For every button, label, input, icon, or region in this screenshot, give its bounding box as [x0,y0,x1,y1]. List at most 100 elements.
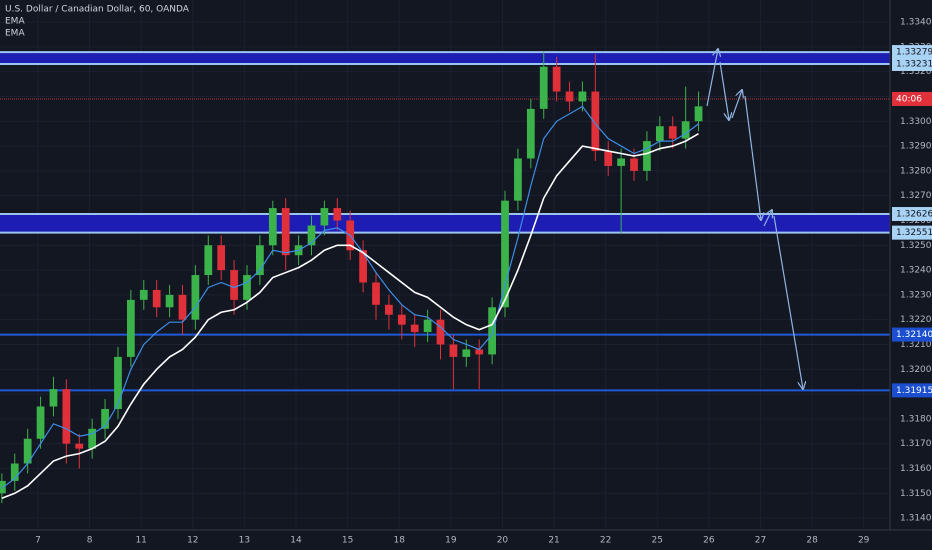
candle-body [23,438,32,464]
candle-body [281,208,290,256]
time-axis [0,530,932,550]
candle-body [139,289,148,300]
zone [0,52,890,64]
x-tick-label: 12 [187,536,198,546]
y-tick-label: 1.32800 [900,166,932,176]
x-tick-label: 11 [135,536,146,546]
chart-title: U.S. Dollar / Canadian Dollar, 60, OANDA [5,5,190,15]
indicator-label: EMA [5,29,25,39]
candle-body [165,294,174,308]
candle-body [10,463,19,481]
candle-body [475,349,484,355]
level-label-bg [892,327,932,342]
y-tick-label: 1.31400 [900,514,932,524]
y-tick-label: 1.32700 [900,191,932,201]
level-label: 1.32626 [896,210,932,220]
candle-body [75,443,84,449]
level-label-bg [892,383,932,398]
candle-body [668,126,677,139]
x-tick-label: 8 [87,536,93,546]
x-tick-label: 13 [239,536,250,546]
candle-body [655,126,664,142]
level-label: 1.33231 [896,59,932,69]
candle-body [320,208,329,226]
candle-body [307,225,316,246]
candle-body [694,106,703,122]
candle-body [359,250,367,283]
candle-body [268,208,277,246]
candle-body [243,275,251,300]
candle-body [397,314,406,325]
x-tick-label: 21 [548,536,559,546]
candle-body [127,299,135,357]
y-tick-label: 1.33200 [900,67,932,77]
candle-body [101,408,109,429]
x-tick-label: 26 [703,536,715,546]
candle-body [372,282,380,305]
candle-body [114,356,122,409]
candle-body [591,91,600,152]
x-tick-label: 22 [600,536,611,546]
candle-body [617,158,626,166]
candle-body [604,151,613,166]
level-label: 1.31915 [896,386,932,396]
candle-body [152,289,161,308]
price-label-bg [892,91,932,106]
level-label-bg [892,45,932,60]
y-tick-label: 1.32500 [900,241,932,251]
level-label: 1.32551 [896,228,932,238]
candle-body [565,91,574,102]
candle-body [578,91,587,102]
candle-body [230,270,238,300]
price-label: 40:06 [896,94,922,104]
candle-body [49,389,58,407]
y-tick-label: 1.31700 [900,439,932,449]
candle-body [88,428,97,449]
y-tick-label: 1.32200 [900,315,932,325]
zone [0,214,890,233]
candle-body [423,319,432,333]
x-tick-label: 29 [858,536,870,546]
price-axis [890,0,932,550]
x-tick-label: 15 [342,536,353,546]
candle-body [62,389,71,444]
y-tick-label: 1.32000 [900,365,932,375]
candle-body [178,294,187,320]
candle-body [526,108,535,159]
candle-body [191,275,200,320]
candle-body [552,66,561,92]
candle-body [462,349,471,357]
x-tick-label: 20 [497,536,509,546]
level-label: 1.32140 [896,330,932,340]
candle-body [385,304,393,315]
y-tick-label: 1.32400 [900,266,932,276]
level-label-bg [892,56,932,71]
y-tick-label: 1.32900 [900,142,932,152]
x-tick-label: 7 [35,536,41,546]
ema-line [1,105,699,489]
projection-arrows [706,49,803,389]
candle-body [436,319,445,345]
x-tick-label: 28 [806,536,818,546]
y-tick-label: 1.33000 [900,117,932,127]
candle-body [488,307,496,355]
candle-body [410,324,419,333]
ema-line [1,132,699,500]
candle-body [501,200,509,308]
y-tick-label: 1.31500 [900,489,932,499]
candle-body [217,245,226,271]
y-tick-label: 1.33400 [900,18,932,28]
indicator-label: EMA [5,17,25,27]
x-tick-label: 27 [755,536,766,546]
candle-body [539,66,548,109]
x-tick-label: 14 [290,536,302,546]
y-tick-label: 1.31600 [900,464,932,474]
level-label: 1.33279 [896,48,932,58]
y-tick-label: 1.31800 [900,414,932,424]
level-label-bg [892,207,932,222]
level-label-bg [892,225,932,240]
candle-body [204,245,213,276]
x-tick-label: 18 [393,536,405,546]
